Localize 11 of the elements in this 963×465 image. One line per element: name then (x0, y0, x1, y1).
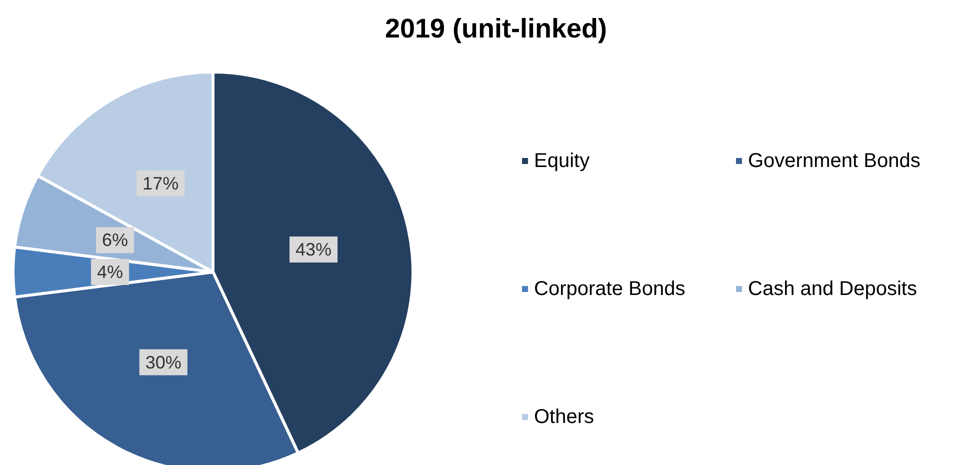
chart-title: 2019 (unit-linked) (384, 14, 608, 44)
data-label: 6% (102, 230, 128, 250)
data-label: 4% (96, 262, 124, 282)
legend-label: Government Bonds (748, 150, 920, 172)
legend-label: Equity (534, 150, 590, 172)
data-label: 30% (145, 352, 182, 372)
data-label: 43% (296, 240, 332, 260)
legend-label: Corporate Bonds (534, 278, 686, 300)
data-label: 17% (142, 173, 179, 194)
legend-label: Cash and Deposits (748, 278, 917, 300)
legend-label: Others (534, 406, 594, 428)
